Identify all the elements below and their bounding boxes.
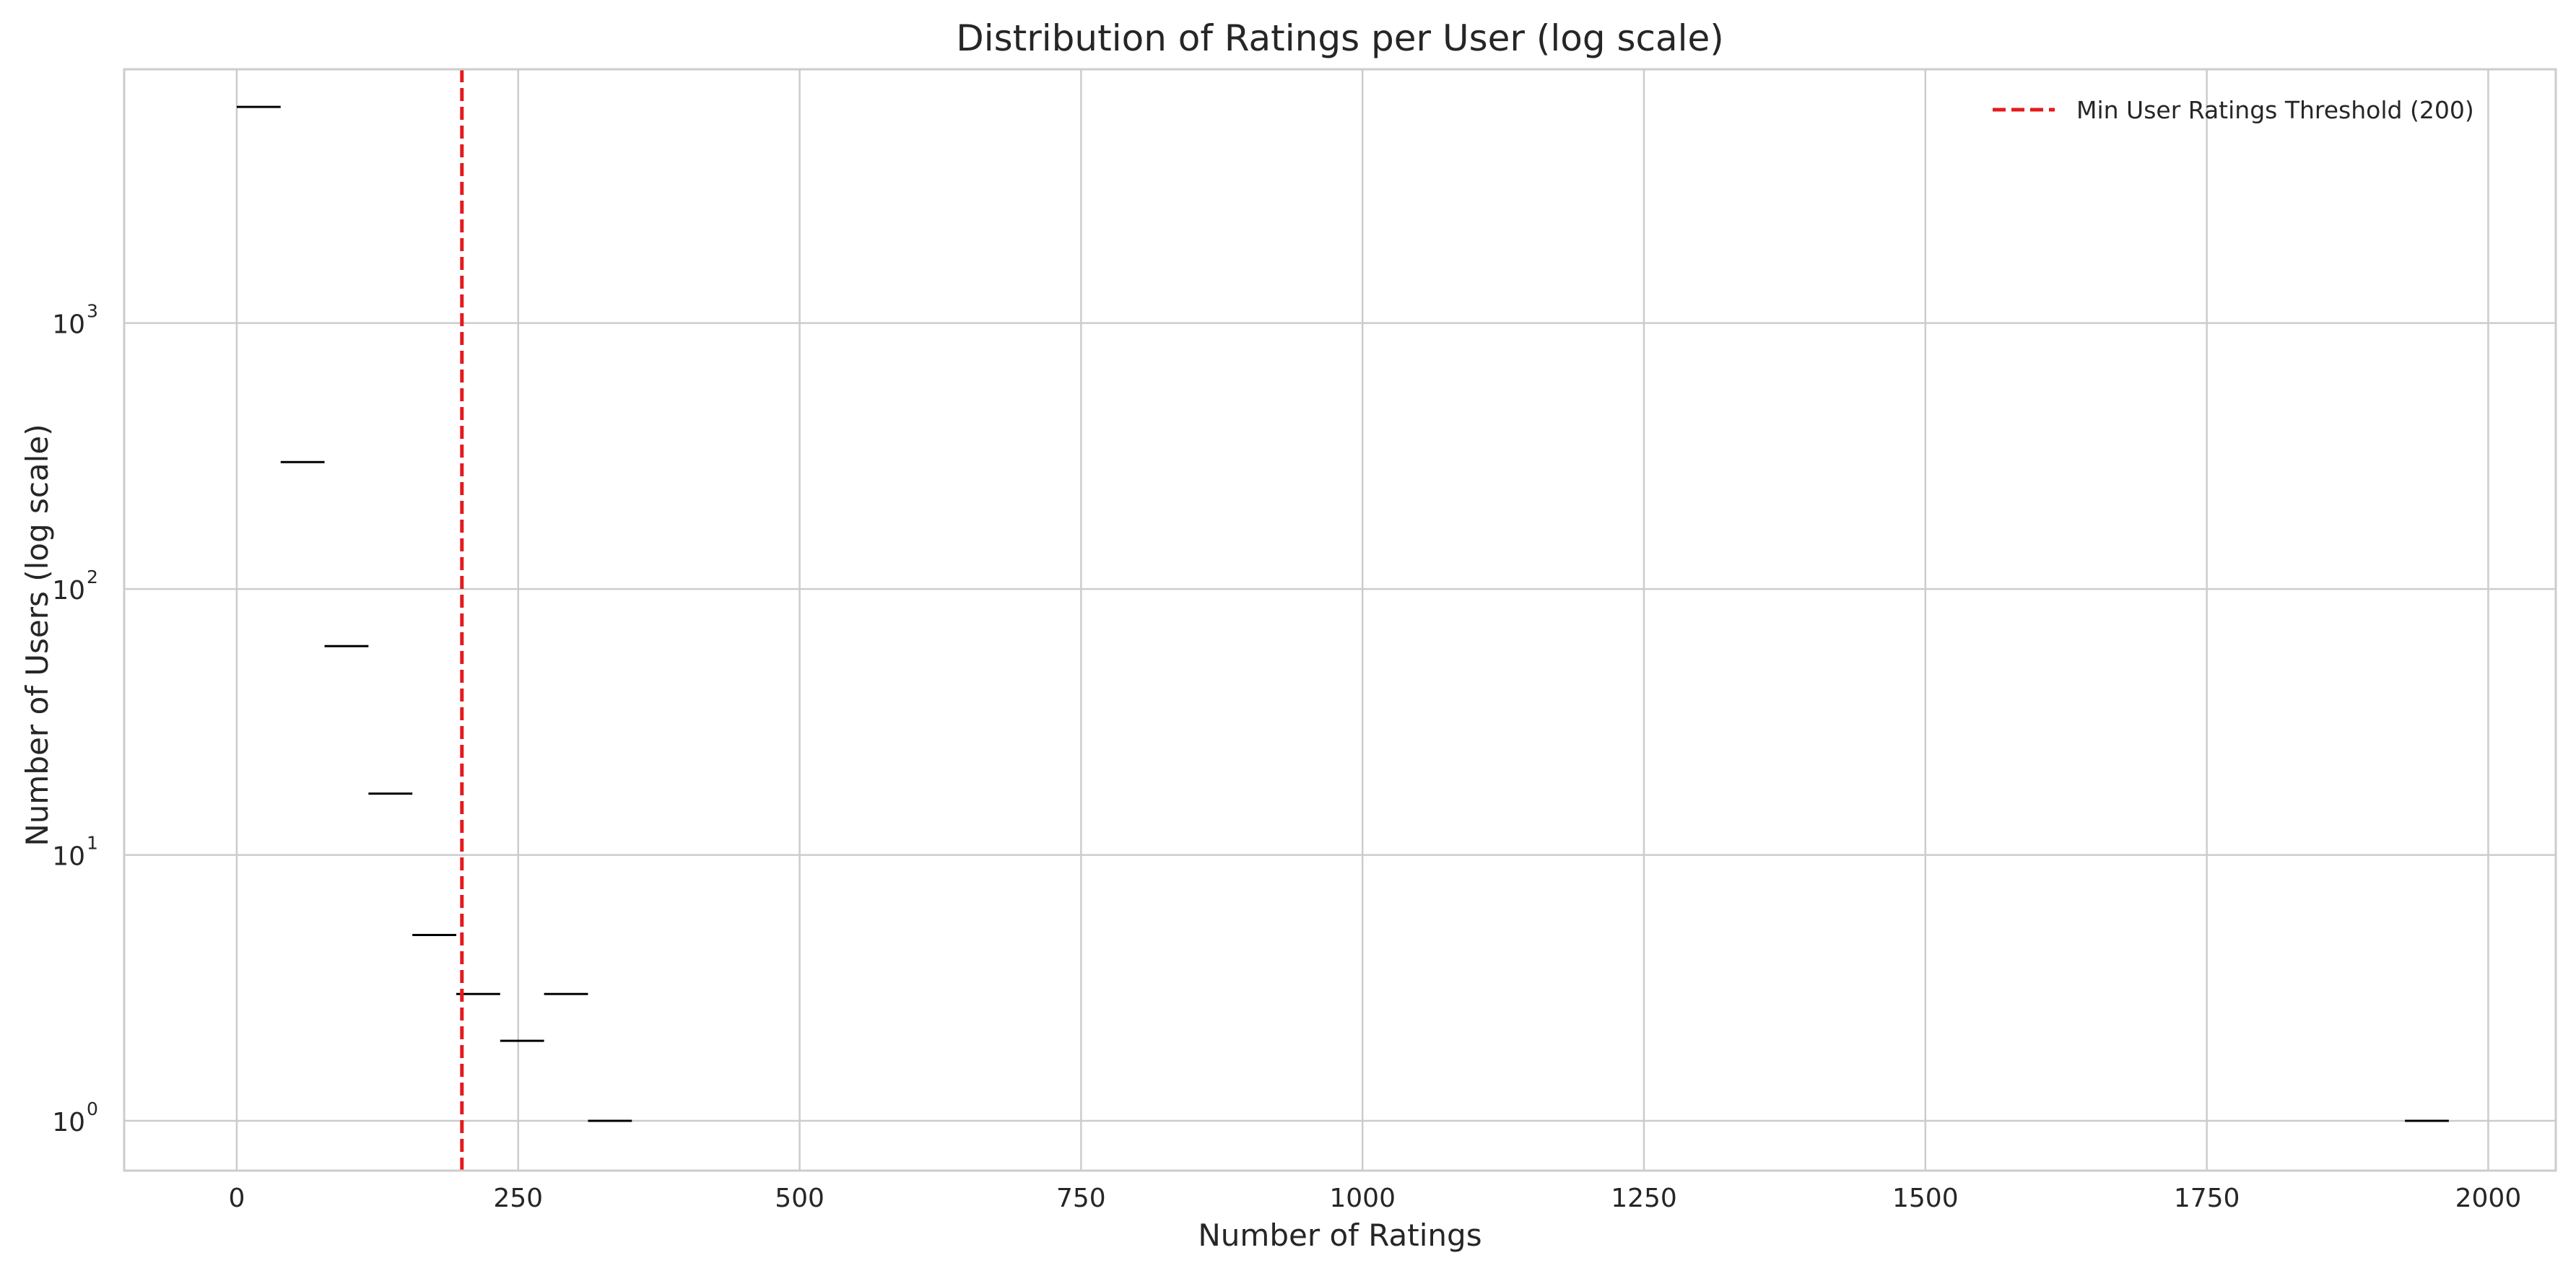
y-tick-label: 10 <box>52 576 85 606</box>
y-tick-exponent: 2 <box>87 567 98 587</box>
x-tick-label: 500 <box>775 1184 824 1213</box>
y-tick-exponent: 1 <box>87 833 98 854</box>
chart-title: Distribution of Ratings per User (log sc… <box>956 17 1724 59</box>
histogram-bins <box>236 105 2449 1122</box>
x-tick-label: 2000 <box>2455 1184 2522 1213</box>
x-tick-label: 750 <box>1056 1184 1106 1213</box>
x-tick-label: 1000 <box>1329 1184 1396 1213</box>
legend-label: Min User Ratings Threshold (200) <box>2076 96 2474 124</box>
y-axis-label: Number of Users (log scale) <box>19 424 55 846</box>
y-tick-label: 10 <box>52 310 85 340</box>
y-tick-exponent: 3 <box>87 301 98 322</box>
y-tick-label: 10 <box>52 842 85 872</box>
y-tick-label: 10 <box>52 1108 85 1137</box>
x-tick-label: 1250 <box>1611 1184 1677 1213</box>
x-tick-label: 250 <box>493 1184 543 1213</box>
plot-frame <box>123 68 2557 1172</box>
x-tick-label: 1750 <box>2174 1184 2240 1213</box>
x-axis-ticks: 0 250 500 750 1000 1250 1500 1750 2000 <box>228 1184 2521 1213</box>
x-axis-label: Number of Ratings <box>1198 1218 1481 1253</box>
y-tick-exponent: 0 <box>87 1098 98 1119</box>
x-tick-label: 0 <box>228 1184 245 1213</box>
grid-lines <box>124 69 2556 1171</box>
legend: Min User Ratings Threshold (200) <box>1993 96 2474 124</box>
x-tick-label: 1500 <box>1892 1184 1959 1213</box>
